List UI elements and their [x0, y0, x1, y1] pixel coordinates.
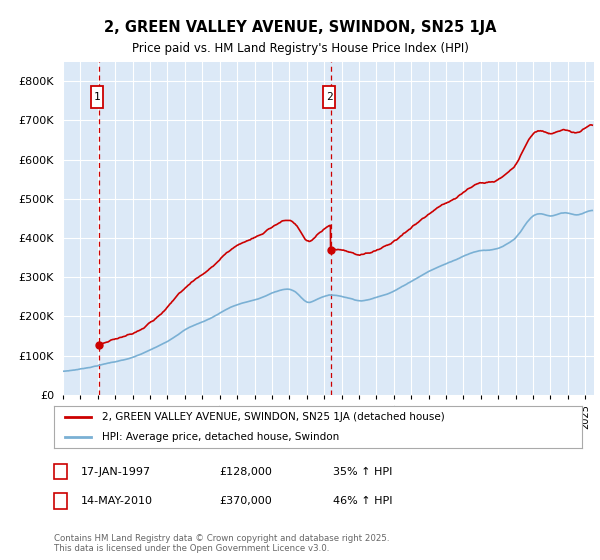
Text: £128,000: £128,000: [219, 466, 272, 477]
FancyBboxPatch shape: [91, 86, 103, 108]
Text: 2: 2: [57, 496, 64, 506]
Text: HPI: Average price, detached house, Swindon: HPI: Average price, detached house, Swin…: [101, 432, 339, 442]
Text: 46% ↑ HPI: 46% ↑ HPI: [333, 496, 392, 506]
Text: £370,000: £370,000: [219, 496, 272, 506]
FancyBboxPatch shape: [323, 86, 335, 108]
Text: 1: 1: [94, 92, 101, 102]
Text: Contains HM Land Registry data © Crown copyright and database right 2025.
This d: Contains HM Land Registry data © Crown c…: [54, 534, 389, 553]
Text: 2, GREEN VALLEY AVENUE, SWINDON, SN25 1JA (detached house): 2, GREEN VALLEY AVENUE, SWINDON, SN25 1J…: [101, 412, 444, 422]
Text: 14-MAY-2010: 14-MAY-2010: [81, 496, 153, 506]
Text: 2, GREEN VALLEY AVENUE, SWINDON, SN25 1JA: 2, GREEN VALLEY AVENUE, SWINDON, SN25 1J…: [104, 20, 496, 35]
Text: 2: 2: [326, 92, 333, 102]
Text: 1: 1: [57, 466, 64, 477]
Text: 35% ↑ HPI: 35% ↑ HPI: [333, 466, 392, 477]
Text: 17-JAN-1997: 17-JAN-1997: [81, 466, 151, 477]
Text: Price paid vs. HM Land Registry's House Price Index (HPI): Price paid vs. HM Land Registry's House …: [131, 42, 469, 55]
